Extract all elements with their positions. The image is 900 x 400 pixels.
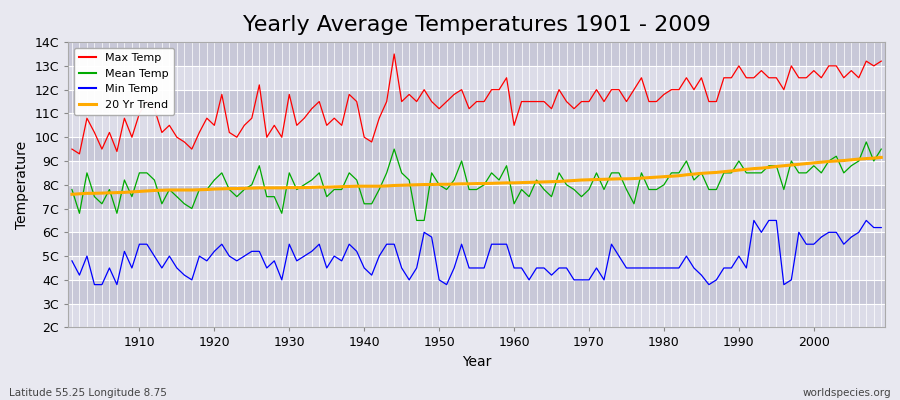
- Text: worldspecies.org: worldspecies.org: [803, 388, 891, 398]
- Text: Latitude 55.25 Longitude 8.75: Latitude 55.25 Longitude 8.75: [9, 388, 166, 398]
- Bar: [68, 90, 885, 114]
- Bar: [68, 185, 885, 208]
- Bar: [68, 42, 885, 66]
- Bar: [68, 114, 885, 137]
- Legend: Max Temp, Mean Temp, Min Temp, 20 Yr Trend: Max Temp, Mean Temp, Min Temp, 20 Yr Tre…: [74, 48, 174, 116]
- Bar: [68, 232, 885, 256]
- Bar: [68, 208, 885, 232]
- X-axis label: Year: Year: [462, 355, 491, 369]
- Y-axis label: Temperature: Temperature: [15, 141, 29, 229]
- Bar: [68, 66, 885, 90]
- Bar: [68, 304, 885, 328]
- Bar: [68, 256, 885, 280]
- Bar: [68, 161, 885, 185]
- Title: Yearly Average Temperatures 1901 - 2009: Yearly Average Temperatures 1901 - 2009: [243, 15, 710, 35]
- Bar: [68, 137, 885, 161]
- Bar: [68, 280, 885, 304]
